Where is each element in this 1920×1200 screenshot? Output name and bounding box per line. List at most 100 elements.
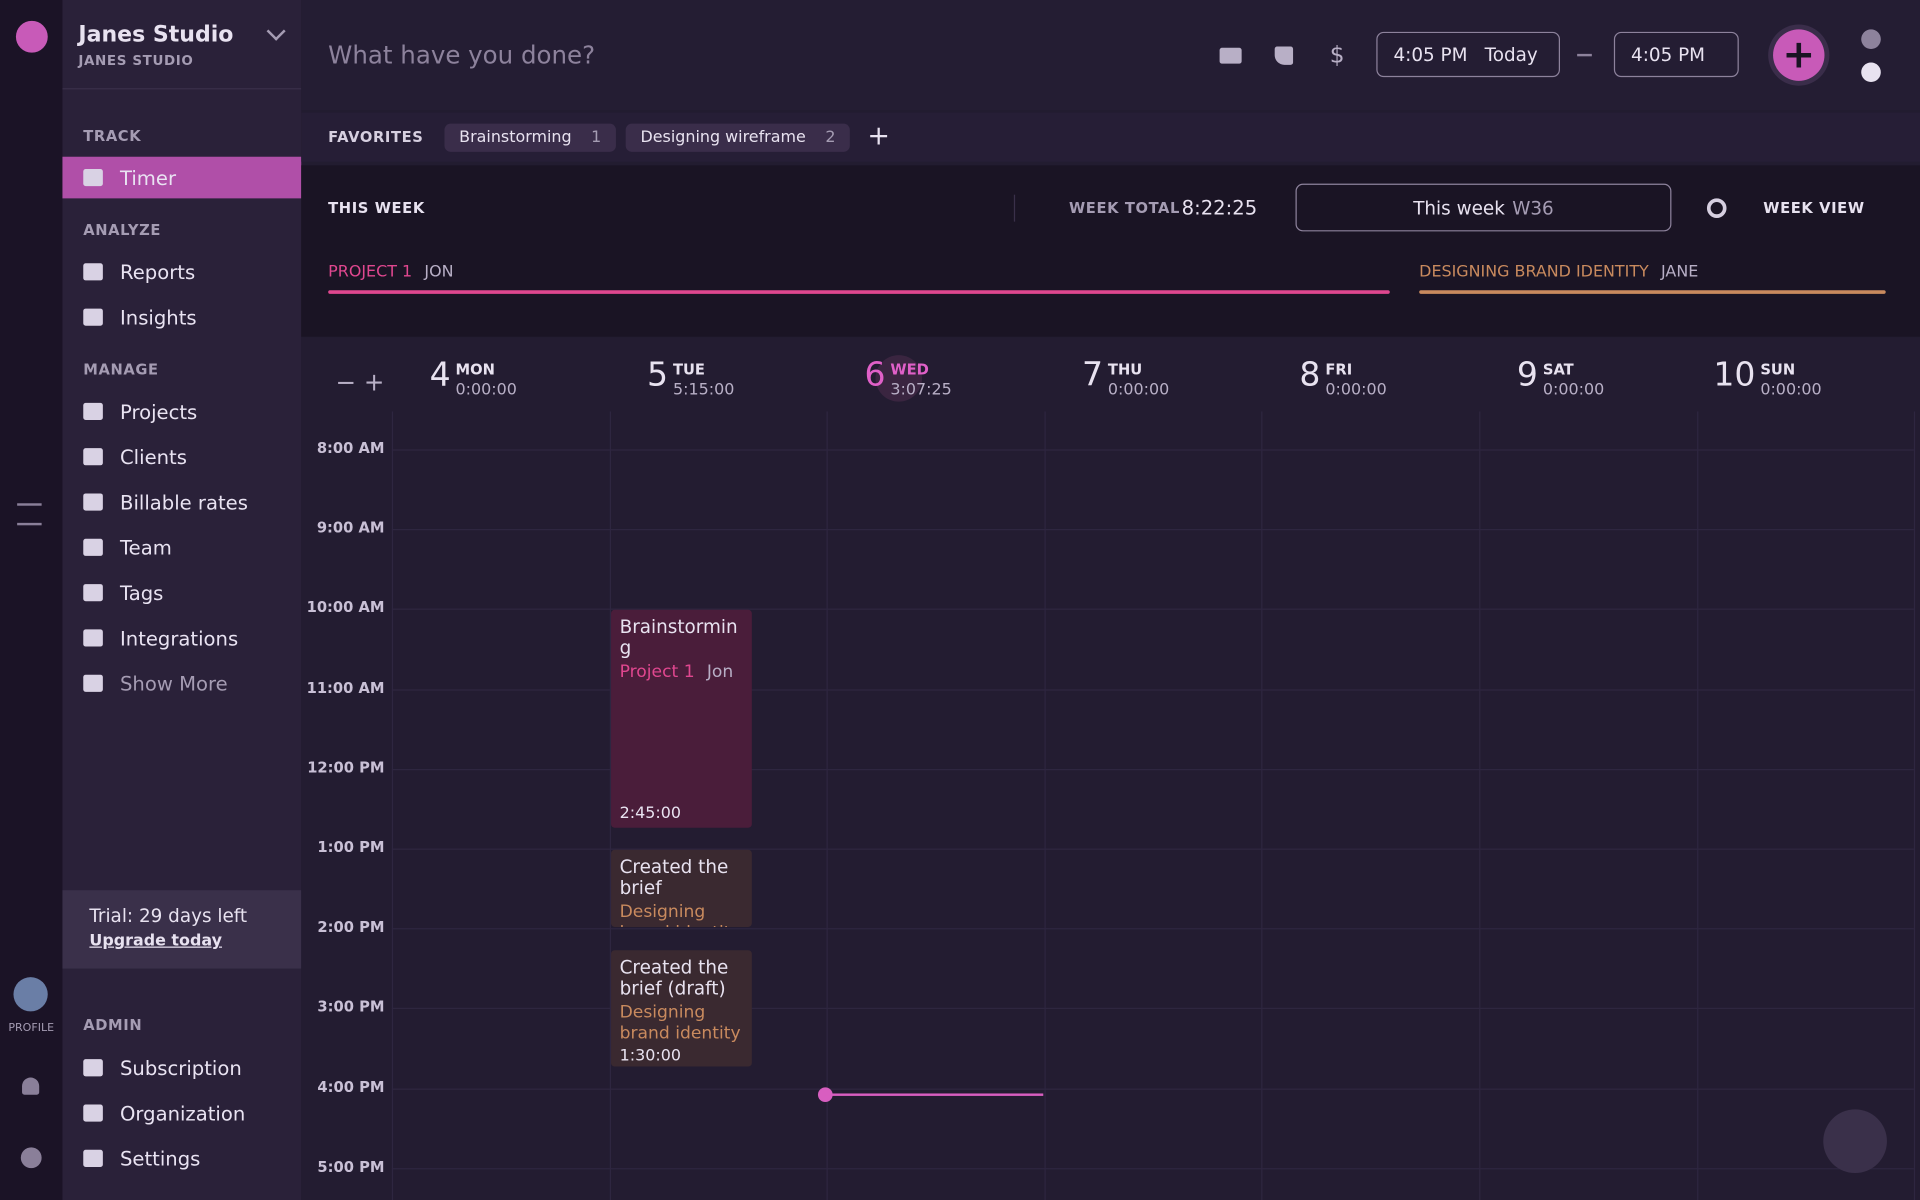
timer-mode[interactable] (1861, 29, 1881, 49)
start-time[interactable]: 4:05 PM Today (1376, 31, 1561, 78)
add-favorite[interactable]: + (867, 121, 890, 152)
nav-icon (83, 538, 103, 556)
column-line (1696, 411, 1698, 1200)
day-name: TUE (672, 361, 705, 379)
power-button[interactable] (15, 20, 48, 53)
divider (62, 88, 302, 90)
entry-project-name: Project 1 (619, 662, 695, 683)
day-number: 10 (1713, 356, 1756, 395)
day-total: 3:07:25 (890, 380, 952, 400)
nav-icon (83, 493, 103, 511)
nav-item[interactable]: Insights (62, 296, 301, 338)
hour-line (391, 768, 1914, 770)
column-line (826, 411, 828, 1200)
hour-label: 12:00 PM (307, 758, 385, 777)
nav-item[interactable]: Reports (62, 251, 301, 293)
project-name: PROJECT 1 (328, 263, 413, 282)
nav-item[interactable]: Team (62, 527, 301, 569)
nav-item[interactable]: Show More (62, 662, 301, 704)
start-time-text: 4:05 PM (1393, 43, 1468, 66)
time-entry[interactable]: Created the brief Designing brand identit… (611, 849, 752, 928)
time-entry[interactable]: Brainstorming Project 1 Jon 2:45:00 (611, 610, 752, 828)
day-name: FRI (1325, 361, 1353, 379)
favorite-chip[interactable]: Designing wireframe 2 (625, 123, 851, 152)
settings-button[interactable] (1706, 198, 1727, 218)
start-button[interactable]: + (1773, 29, 1825, 81)
nav-icon (83, 448, 103, 466)
time-entry[interactable]: Created the brief (draft) Designing brand… (611, 949, 752, 1067)
day-number: 7 (1081, 356, 1104, 395)
profile-label[interactable]: PROFILE (8, 1022, 55, 1035)
billable-button[interactable]: $ (1329, 41, 1345, 69)
day-total: 0:00:00 (1107, 380, 1170, 400)
today-circle (875, 355, 923, 402)
project-person: JON (424, 263, 454, 282)
hour-line (391, 449, 1914, 451)
project-button[interactable] (1219, 47, 1242, 64)
project-bar (1419, 290, 1886, 294)
notifications[interactable] (22, 1077, 40, 1095)
upgrade-link[interactable]: Upgrade today (89, 931, 223, 951)
day-number: 5 (647, 356, 669, 395)
favorites-label: FAVORITES (328, 128, 424, 146)
nav-item[interactable]: Tags (62, 572, 301, 614)
collapse-button[interactable] (17, 503, 42, 526)
nav-item[interactable]: Integrations (62, 617, 301, 659)
nav-item[interactable]: Timer (62, 156, 302, 199)
hour-line (391, 1088, 1914, 1090)
nav-icon (83, 263, 103, 281)
workspace-name[interactable]: Janes Studio (78, 22, 234, 48)
chat-button[interactable] (1823, 1109, 1887, 1174)
day-total: 0:00:00 (1542, 380, 1605, 400)
nav-icon (83, 402, 103, 421)
nav-item[interactable]: Subscription (62, 1047, 301, 1089)
day-total: 0:00:00 (455, 380, 517, 400)
nav-section-title: MANAGE (83, 361, 159, 379)
favorite-chip[interactable]: Brainstorming 1 (444, 123, 617, 152)
column-line (609, 411, 611, 1200)
view-switch[interactable]: WEEK VIEW (1763, 199, 1865, 217)
nav-item[interactable]: Clients (62, 436, 301, 478)
hour-line (391, 529, 1914, 531)
description-input[interactable]: What have you done? (328, 40, 596, 70)
entry-duration: 1:30:00 (619, 1046, 681, 1065)
entry-duration: 2:45:00 (619, 804, 681, 823)
nav-item[interactable]: Projects (62, 391, 301, 433)
nav-item[interactable]: Billable rates (62, 481, 301, 523)
favorite-name: Designing wireframe (640, 128, 806, 147)
day-number: 6 (864, 356, 886, 395)
project-person: JANE (1661, 263, 1699, 282)
entry-title: Created the brief (draft) (619, 955, 729, 999)
day-name: SAT (1542, 361, 1574, 379)
hour-label: 3:00 PM (317, 998, 385, 1016)
day-number: 8 (1299, 356, 1321, 395)
week-summary: THIS WEEK WEEK TOTAL 8:22:25 This week W3… (301, 165, 1920, 337)
entry-title: Brainstorming (619, 616, 738, 660)
zoom-controls[interactable]: − + (335, 367, 385, 397)
hour-line (391, 609, 1914, 611)
favorites-list: Brainstorming 1 Designing wireframe 2 + (444, 121, 890, 152)
nav-icon (83, 308, 103, 326)
end-time[interactable]: 4:05 PM (1613, 31, 1739, 78)
day-number: 9 (1516, 356, 1538, 395)
entry-project-name: Designing brand identity (619, 902, 741, 927)
sidebar: Janes Studio JANES STUDIO Trial: 29 days… (62, 0, 302, 1200)
tag-button[interactable] (1274, 46, 1294, 65)
hour-line (391, 1167, 1914, 1170)
week-picker[interactable]: This week W36 (1295, 183, 1672, 232)
nav-icon (83, 584, 103, 602)
manual-mode[interactable] (1861, 62, 1881, 83)
help[interactable] (20, 1147, 42, 1169)
end-time-text: 4:05 PM (1631, 43, 1706, 66)
avatar[interactable] (13, 977, 48, 1012)
project-bar (328, 290, 1390, 294)
hour-label: 4:00 PM (317, 1078, 385, 1096)
column-line (1261, 411, 1263, 1200)
nav-item[interactable]: Settings (62, 1138, 301, 1180)
divider (1013, 194, 1016, 222)
favorites-bar: FAVORITES Brainstorming 1 Designing wirefr… (301, 112, 1920, 162)
nav-item[interactable]: Organization (62, 1092, 301, 1134)
workspace-dropdown[interactable] (266, 21, 286, 41)
day-total: 0:00:00 (1760, 380, 1822, 400)
